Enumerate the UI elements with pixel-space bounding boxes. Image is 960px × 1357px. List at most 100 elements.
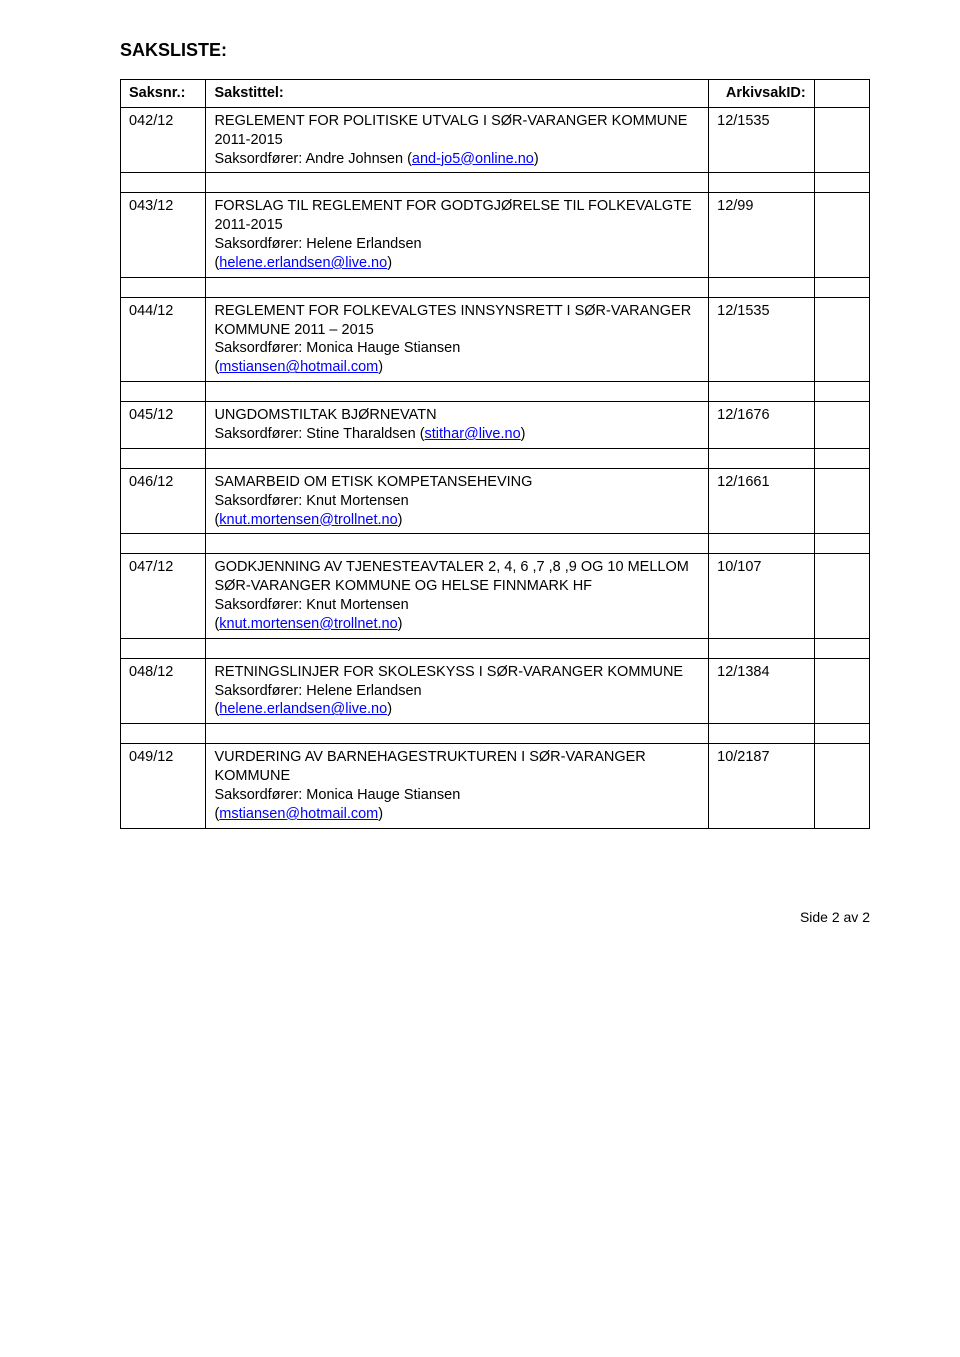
cell-blank	[814, 193, 869, 277]
spacer-cell	[709, 534, 815, 554]
table-row: 048/12RETNINGSLINJER FOR SKOLESKYSS I SØ…	[121, 658, 870, 724]
cell-saksnr: 043/12	[121, 193, 206, 277]
cell-arkivsakid: 10/2187	[709, 744, 815, 828]
cell-saksnr: 044/12	[121, 297, 206, 381]
spacer-row	[121, 382, 870, 402]
cell-blank	[814, 402, 869, 449]
table-row: 049/12VURDERING AV BARNEHAGESTRUKTUREN I…	[121, 744, 870, 828]
spacer-cell	[121, 638, 206, 658]
cell-arkivsakid: 12/1676	[709, 402, 815, 449]
spacer-cell	[206, 638, 709, 658]
spacer-cell	[206, 448, 709, 468]
sakstittel-text-post: )	[521, 426, 526, 442]
spacer-cell	[206, 277, 709, 297]
col-header-arkivsakid: ArkivsakID:	[709, 80, 815, 108]
spacer-cell	[121, 448, 206, 468]
page-heading: SAKSLISTE:	[120, 40, 870, 61]
spacer-cell	[709, 382, 815, 402]
spacer-row	[121, 724, 870, 744]
cell-blank	[814, 468, 869, 534]
cell-saksnr: 045/12	[121, 402, 206, 449]
spacer-cell	[121, 382, 206, 402]
cell-arkivsakid: 12/1661	[709, 468, 815, 534]
saksliste-table: Saksnr.: Sakstittel: ArkivsakID: 042/12R…	[120, 79, 870, 829]
spacer-cell	[709, 724, 815, 744]
sakstittel-text-post: )	[378, 359, 383, 375]
cell-arkivsakid: 12/1535	[709, 107, 815, 173]
sakstittel-text-post: )	[387, 701, 392, 717]
spacer-row	[121, 448, 870, 468]
page: SAKSLISTE: Saksnr.: Sakstittel: Arkivsak…	[0, 0, 960, 965]
cell-blank	[814, 297, 869, 381]
spacer-cell	[814, 173, 869, 193]
spacer-cell	[206, 382, 709, 402]
email-link[interactable]: helene.erlandsen@live.no	[219, 255, 387, 271]
spacer-cell	[814, 638, 869, 658]
spacer-cell	[121, 724, 206, 744]
cell-sakstittel: REGLEMENT FOR POLITISKE UTVALG I SØR-VAR…	[206, 107, 709, 173]
cell-arkivsakid: 10/107	[709, 554, 815, 638]
cell-saksnr: 046/12	[121, 468, 206, 534]
col-header-sakstittel: Sakstittel:	[206, 80, 709, 108]
sakstittel-text-post: )	[398, 616, 403, 632]
email-link[interactable]: and-jo5@online.no	[412, 151, 534, 167]
cell-blank	[814, 658, 869, 724]
col-header-saksnr: Saksnr.:	[121, 80, 206, 108]
cell-sakstittel: UNGDOMSTILTAK BJØRNEVATN Saksordfører: S…	[206, 402, 709, 449]
cell-blank	[814, 554, 869, 638]
cell-sakstittel: GODKJENNING AV TJENESTEAVTALER 2, 4, 6 ,…	[206, 554, 709, 638]
cell-sakstittel: REGLEMENT FOR FOLKEVALGTES INNSYNSRETT I…	[206, 297, 709, 381]
cell-sakstittel: VURDERING AV BARNEHAGESTRUKTUREN I SØR-V…	[206, 744, 709, 828]
table-row: 044/12REGLEMENT FOR FOLKEVALGTES INNSYNS…	[121, 297, 870, 381]
email-link[interactable]: mstiansen@hotmail.com	[219, 806, 378, 822]
email-link[interactable]: mstiansen@hotmail.com	[219, 359, 378, 375]
cell-blank	[814, 744, 869, 828]
spacer-cell	[206, 173, 709, 193]
spacer-cell	[814, 448, 869, 468]
sakstittel-text-post: )	[534, 151, 539, 167]
spacer-cell	[709, 277, 815, 297]
spacer-cell	[814, 382, 869, 402]
spacer-row	[121, 638, 870, 658]
spacer-cell	[709, 448, 815, 468]
table-row: 047/12GODKJENNING AV TJENESTEAVTALER 2, …	[121, 554, 870, 638]
spacer-row	[121, 277, 870, 297]
spacer-cell	[814, 277, 869, 297]
sakstittel-text-post: )	[378, 806, 383, 822]
spacer-cell	[206, 534, 709, 554]
spacer-cell	[206, 724, 709, 744]
cell-sakstittel: SAMARBEID OM ETISK KOMPETANSEHEVING Saks…	[206, 468, 709, 534]
sakstittel-text: UNGDOMSTILTAK BJØRNEVATN Saksordfører: S…	[214, 407, 436, 442]
cell-blank	[814, 107, 869, 173]
cell-sakstittel: FORSLAG TIL REGLEMENT FOR GODTGJØRELSE T…	[206, 193, 709, 277]
spacer-cell	[814, 724, 869, 744]
email-link[interactable]: stithar@live.no	[425, 426, 521, 442]
cell-arkivsakid: 12/1535	[709, 297, 815, 381]
email-link[interactable]: helene.erlandsen@live.no	[219, 701, 387, 717]
table-row: 042/12REGLEMENT FOR POLITISKE UTVALG I S…	[121, 107, 870, 173]
cell-sakstittel: RETNINGSLINJER FOR SKOLESKYSS I SØR-VARA…	[206, 658, 709, 724]
cell-saksnr: 047/12	[121, 554, 206, 638]
spacer-cell	[121, 277, 206, 297]
table-row: 043/12FORSLAG TIL REGLEMENT FOR GODTGJØR…	[121, 193, 870, 277]
spacer-cell	[121, 173, 206, 193]
cell-saksnr: 049/12	[121, 744, 206, 828]
email-link[interactable]: knut.mortensen@trollnet.no	[219, 616, 397, 632]
spacer-cell	[814, 534, 869, 554]
sakstittel-text-post: )	[387, 255, 392, 271]
table-row: 046/12SAMARBEID OM ETISK KOMPETANSEHEVIN…	[121, 468, 870, 534]
spacer-cell	[709, 173, 815, 193]
col-header-blank	[814, 80, 869, 108]
page-footer: Side 2 av 2	[120, 909, 870, 925]
cell-saksnr: 048/12	[121, 658, 206, 724]
cell-arkivsakid: 12/1384	[709, 658, 815, 724]
cell-arkivsakid: 12/99	[709, 193, 815, 277]
table-row: 045/12UNGDOMSTILTAK BJØRNEVATN Saksordfø…	[121, 402, 870, 449]
spacer-cell	[121, 534, 206, 554]
cell-saksnr: 042/12	[121, 107, 206, 173]
spacer-row	[121, 534, 870, 554]
email-link[interactable]: knut.mortensen@trollnet.no	[219, 512, 397, 528]
spacer-cell	[709, 638, 815, 658]
table-header-row: Saksnr.: Sakstittel: ArkivsakID:	[121, 80, 870, 108]
sakstittel-text-post: )	[398, 512, 403, 528]
